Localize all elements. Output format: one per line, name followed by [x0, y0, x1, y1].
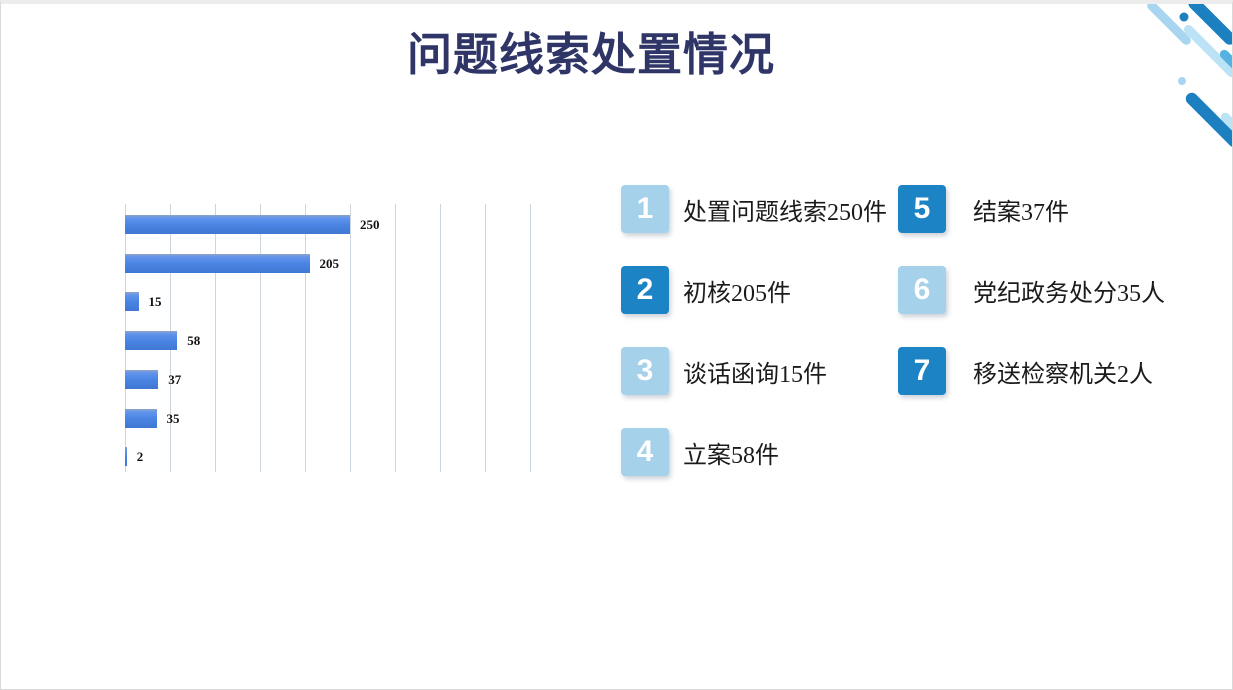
- bar-row: 2: [125, 447, 610, 467]
- legend-number: 5: [913, 192, 931, 225]
- decor-line-icon: [1183, 90, 1232, 150]
- legend-number-badge: 7: [898, 347, 946, 395]
- bar-党纪政务处分: [125, 408, 157, 428]
- decor-line-icon: [1185, 4, 1232, 48]
- bar-chart-plot: 250 205 15 58 37 35 2: [125, 204, 531, 472]
- slide-title: 问题线索处置情况: [406, 30, 776, 80]
- bar-谈话函询: [125, 292, 139, 312]
- legend-item-4: 4 立案58件: [621, 428, 779, 476]
- bar-value-label: 15: [148, 294, 162, 310]
- decor-line-icon: [1217, 47, 1232, 85]
- legend-item-6: 6 党纪政务处分35人: [898, 266, 1165, 314]
- gridline: [395, 204, 396, 472]
- legend-label: 立案58件: [683, 442, 779, 469]
- gridline: [485, 204, 486, 472]
- gridline: [350, 204, 351, 472]
- legend-number: 4: [636, 435, 654, 468]
- legend-number-badge: 2: [621, 266, 669, 314]
- bar-value-label: 35: [166, 410, 180, 426]
- legend-number: 2: [636, 273, 654, 306]
- legend-number: 7: [913, 354, 931, 387]
- legend-label: 移送检察机关2人: [973, 361, 1153, 388]
- bar-初核: [125, 253, 310, 273]
- legend-item-2: 2 初核205件: [621, 266, 791, 314]
- decor-dot-icon: [1179, 12, 1189, 22]
- legend-label: 处置问题线索250件: [683, 199, 887, 226]
- legend-number-badge: 6: [898, 266, 946, 314]
- gridline: [440, 204, 441, 472]
- bar-value-label: 205: [319, 255, 340, 271]
- bar-row: 205: [125, 253, 610, 273]
- legend-number-badge: 1: [621, 185, 669, 233]
- decor-line-icon: [1182, 23, 1232, 79]
- legend-label: 初核205件: [683, 280, 791, 307]
- legend-number-badge: 3: [621, 347, 669, 395]
- decor-dot-icon: [1178, 77, 1186, 85]
- gridline: [530, 204, 531, 472]
- gridline: [305, 204, 306, 472]
- legend-number-badge: 4: [621, 428, 669, 476]
- bar-value-label: 58: [187, 333, 201, 349]
- legend-number: 1: [636, 192, 654, 225]
- bar-row: 35: [125, 408, 610, 428]
- bar-移送检察机关: [125, 447, 127, 467]
- legend-number-badge: 5: [898, 185, 946, 233]
- gridline: [260, 204, 261, 472]
- legend-number: 6: [913, 273, 931, 306]
- legend-label: 结案37件: [973, 199, 1069, 226]
- bar-处置问题线索: [125, 215, 350, 234]
- bar-立案: [125, 331, 178, 351]
- bar-row: 37: [125, 369, 610, 389]
- legend-item-3: 3 谈话函询15件: [621, 347, 827, 395]
- legend-item-5: 5 结案37件: [898, 185, 1069, 233]
- decor-line-icon: [1218, 110, 1232, 152]
- bar-结案: [125, 369, 159, 389]
- bar-value-label: 37: [168, 371, 182, 387]
- legend-item-7: 7 移送检察机关2人: [898, 347, 1153, 395]
- legend-item-1: 1 处置问题线索250件: [621, 185, 887, 233]
- legend-number: 3: [636, 354, 654, 387]
- bar-value-label: 250: [360, 217, 380, 232]
- bar-row: 250: [125, 215, 610, 234]
- gridline: [215, 204, 216, 472]
- bar-row: 15: [125, 292, 610, 312]
- decor-line-icon: [1145, 4, 1193, 47]
- legend-label: 党纪政务处分35人: [973, 280, 1165, 307]
- bar-row: 58: [125, 331, 610, 351]
- legend-label: 谈话函询15件: [683, 361, 827, 388]
- bar-value-label: 2: [136, 449, 144, 465]
